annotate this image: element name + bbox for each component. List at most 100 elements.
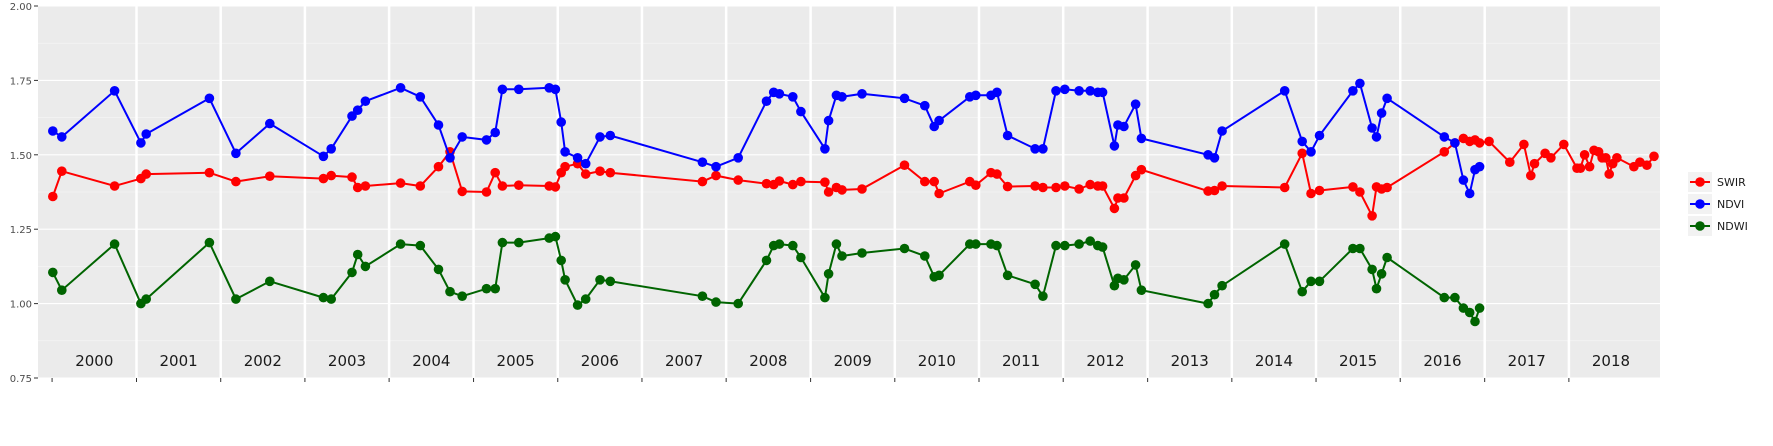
data-point-ndvi: [1367, 123, 1377, 133]
data-point-swir: [1119, 193, 1129, 203]
year-label: 2006: [581, 352, 619, 370]
data-point-swir: [899, 160, 910, 170]
data-point-ndvi: [1439, 132, 1450, 142]
data-point-ndvi: [1209, 153, 1220, 163]
data-point-swir: [788, 179, 798, 190]
year-label: 2012: [1086, 352, 1124, 370]
y-tick-label: 1.00: [10, 300, 32, 311]
year-label: 2014: [1255, 352, 1293, 370]
data-point-swir: [992, 169, 1002, 179]
data-point-swir: [560, 161, 570, 172]
data-point-ndvi: [605, 130, 616, 141]
data-point-ndwi: [934, 270, 944, 281]
data-point-swir: [1348, 182, 1358, 192]
data-point-swir: [1604, 169, 1614, 179]
data-point-ndvi: [481, 135, 492, 145]
data-point-ndwi: [109, 239, 120, 249]
data-point-swir: [497, 181, 508, 191]
data-point-ndvi: [774, 89, 785, 99]
data-point-ndvi: [1376, 108, 1387, 118]
y-tick-label: 1.75: [10, 76, 32, 87]
data-point-ndwi: [837, 251, 847, 261]
data-point-ndvi: [1109, 141, 1120, 151]
data-point-ndvi: [788, 92, 798, 102]
data-point-swir: [1642, 160, 1652, 170]
data-point-swir: [1060, 181, 1070, 191]
data-point-swir: [605, 167, 616, 178]
data-point-ndwi: [1085, 236, 1095, 246]
data-point-ndvi: [1074, 86, 1084, 96]
data-point-swir: [1601, 153, 1611, 163]
data-point-ndwi: [761, 255, 772, 266]
data-point-ndwi: [204, 237, 215, 248]
data-point-ndvi: [1136, 133, 1147, 144]
data-point-ndvi: [550, 84, 561, 95]
data-point-ndwi: [433, 264, 444, 275]
data-point-ndwi: [857, 248, 867, 258]
data-point-ndvi: [415, 92, 426, 102]
data-point-ndwi: [1439, 292, 1450, 303]
data-point-ndvi: [136, 138, 146, 148]
data-point-ndvi: [837, 92, 847, 102]
data-point-ndwi: [1209, 289, 1220, 300]
data-point-ndwi: [445, 286, 455, 297]
data-point-swir: [1209, 185, 1220, 196]
data-point-ndwi: [1038, 291, 1048, 302]
data-point-ndvi: [318, 151, 329, 162]
data-point-swir: [395, 178, 406, 188]
data-point-swir: [1367, 211, 1377, 221]
data-point-ndwi: [1382, 252, 1392, 263]
data-point-ndwi: [788, 240, 798, 251]
data-point-ndwi: [1306, 276, 1316, 287]
data-point-swir: [1546, 153, 1556, 163]
data-point-swir: [1306, 188, 1316, 199]
data-point-ndwi: [326, 294, 337, 304]
data-point-swir: [796, 176, 806, 187]
data-point-ndvi: [796, 106, 806, 117]
year-label: 2001: [160, 352, 198, 370]
data-point-ndvi: [1038, 144, 1048, 154]
data-point-ndvi: [820, 144, 830, 154]
data-point-ndvi: [326, 144, 337, 154]
data-point-ndvi: [1355, 78, 1365, 89]
legend-label: NDWI: [1717, 220, 1748, 233]
data-point-swir: [204, 167, 215, 178]
data-point-ndwi: [595, 275, 605, 285]
data-point-swir: [837, 185, 847, 195]
data-point-ndwi: [1097, 242, 1108, 252]
data-point-swir: [1279, 182, 1290, 193]
data-point-swir: [857, 184, 867, 194]
year-label: 2009: [834, 352, 872, 370]
data-point-ndvi: [347, 111, 357, 121]
data-point-ndvi: [1348, 86, 1358, 96]
data-point-ndwi: [1060, 240, 1070, 251]
data-point-ndwi: [1314, 276, 1325, 287]
data-point-ndwi: [1470, 316, 1480, 327]
data-point-ndvi: [580, 158, 591, 169]
data-point-ndwi: [1130, 260, 1141, 270]
data-point-swir: [550, 182, 561, 192]
data-point-ndwi: [1450, 292, 1460, 303]
data-point-ndwi: [1348, 243, 1358, 254]
data-point-swir: [920, 176, 930, 187]
data-point-ndwi: [347, 267, 357, 278]
data-point-ndvi: [1474, 161, 1485, 172]
data-point-ndwi: [265, 276, 275, 287]
data-point-swir: [1584, 161, 1595, 172]
data-point-swir: [1526, 170, 1536, 181]
data-point-ndwi: [831, 239, 842, 249]
data-point-swir: [1649, 151, 1659, 162]
data-point-ndwi: [992, 240, 1002, 251]
data-point-ndwi: [1051, 240, 1061, 251]
year-label: 2004: [412, 352, 450, 370]
data-point-swir: [820, 177, 830, 187]
data-point-ndwi: [415, 240, 426, 251]
data-point-ndvi: [1314, 130, 1325, 141]
data-point-ndwi: [697, 291, 708, 302]
data-point-swir: [1085, 179, 1095, 190]
data-point-swir: [697, 176, 708, 187]
data-point-ndvi: [231, 148, 241, 159]
data-point-ndwi: [733, 298, 743, 309]
data-point-ndwi: [1355, 243, 1365, 254]
